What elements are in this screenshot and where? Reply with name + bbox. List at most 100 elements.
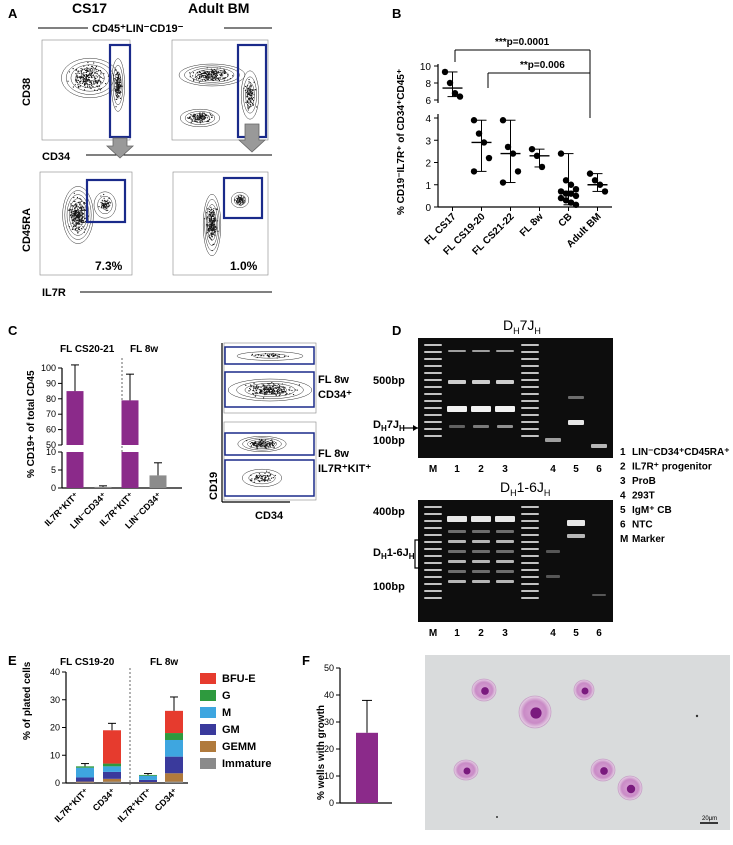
data-point [567, 181, 575, 188]
sig-label-1: ***p=0.0001 [495, 37, 550, 48]
facs-dot [252, 104, 254, 106]
facs-dot [74, 211, 77, 213]
axis-label-il7r: IL7R [42, 287, 66, 299]
facs-plot-cs17-bottom [39, 171, 133, 276]
facs-contour [261, 387, 279, 393]
gel-band [424, 548, 442, 550]
cell-nucleus [530, 707, 542, 719]
gel-band [448, 580, 466, 583]
data-point [557, 150, 565, 157]
facs-dot [78, 222, 80, 225]
facs-contour [237, 436, 287, 452]
bar-segment [76, 766, 94, 768]
legend-label: LIN⁻CD34⁺CD45RA⁺ [632, 447, 730, 458]
facs-dot [237, 198, 239, 201]
facs-dot [90, 70, 92, 72]
x-tick-label: CD34⁺ [91, 786, 118, 813]
gel-band [447, 406, 467, 412]
gel-band [472, 540, 490, 543]
facs-dot [251, 479, 253, 482]
facs-dot [80, 77, 82, 79]
bar-segment [103, 781, 121, 783]
facs-dot [210, 227, 213, 229]
facs-dot [215, 74, 218, 76]
gel-band [591, 444, 607, 448]
facs-dot [210, 212, 213, 214]
facs-dot [80, 71, 83, 73]
facs-dot [117, 95, 119, 98]
facs-dot [117, 83, 119, 85]
facs-dot [80, 212, 82, 214]
facs-dot [105, 203, 107, 205]
facs-dot [264, 443, 266, 445]
bar-segment [76, 767, 94, 778]
facs-dot [205, 212, 207, 214]
facs-dot [109, 202, 112, 204]
y-tick-label: 30 [50, 695, 60, 705]
facs-contour [230, 192, 250, 208]
facs-dot [108, 201, 110, 203]
gel-band [472, 550, 490, 553]
facs-dot [203, 112, 205, 114]
facs-dot [96, 71, 98, 73]
facs-dot [116, 93, 118, 95]
arrow-right-icon [413, 425, 418, 431]
facs-dot [75, 215, 78, 218]
facs-dot [94, 67, 97, 69]
facs-dot [249, 97, 251, 99]
legend-number: 3 [620, 476, 626, 487]
facs-dot [72, 213, 74, 215]
y-tick-label: 0 [329, 798, 334, 808]
facs-dot [257, 388, 259, 390]
bar-segment [139, 775, 157, 780]
facs-dot [119, 77, 121, 80]
facs-dot [211, 77, 214, 79]
gel-band [496, 530, 514, 533]
facs-dot [250, 84, 252, 87]
y-tick-label: 10 [46, 447, 56, 457]
facs-dot [260, 389, 262, 391]
bar-segment [103, 766, 121, 772]
facs-dot [273, 384, 275, 386]
facs-dot [207, 208, 209, 210]
facs-dot [265, 390, 268, 393]
facs-contour [73, 206, 83, 224]
facs-dot [82, 226, 84, 228]
facs-dot [271, 443, 273, 445]
facs-dot [77, 79, 80, 81]
facs-dot [243, 201, 245, 203]
facs-dot [289, 387, 291, 389]
x-tick-label: IL7R⁺KIT⁺ [53, 786, 91, 824]
facs-dot [89, 72, 91, 74]
facs-dot [247, 107, 249, 109]
facs-dot [257, 478, 259, 480]
facs-dot [84, 209, 87, 211]
panel-c-group1: FL CS20-21 [60, 344, 115, 355]
gel-band [521, 506, 539, 508]
facs-contour [101, 200, 109, 210]
gel-band [472, 350, 490, 352]
gel-band [521, 513, 539, 515]
facs-dot [266, 442, 269, 444]
facs-dot [92, 85, 94, 88]
facs-dot [268, 390, 271, 393]
facs-dot [251, 88, 253, 91]
facs-dot [117, 82, 119, 84]
facs-dot [254, 444, 256, 446]
panel-b: B % CD19⁻IL7R⁺ of CD34⁺CD45⁺ ***p=0.0001… [392, 6, 612, 258]
facs-dot [208, 74, 210, 76]
facs-dot [250, 92, 252, 95]
facs-dot [89, 80, 91, 82]
facs-dot [258, 473, 261, 475]
marker-100bp: 100bp [373, 435, 405, 447]
facs-contour [75, 67, 105, 89]
x-tick-label: IL7R⁺KIT⁺ [116, 786, 154, 824]
gel-band [424, 379, 442, 381]
facs-dot [77, 227, 79, 230]
facs-dot [258, 442, 260, 445]
facs-dot [115, 90, 117, 93]
data-point [572, 201, 580, 208]
facs-dot [213, 208, 215, 210]
facs-dot [280, 388, 282, 390]
facs-dot [207, 76, 209, 79]
